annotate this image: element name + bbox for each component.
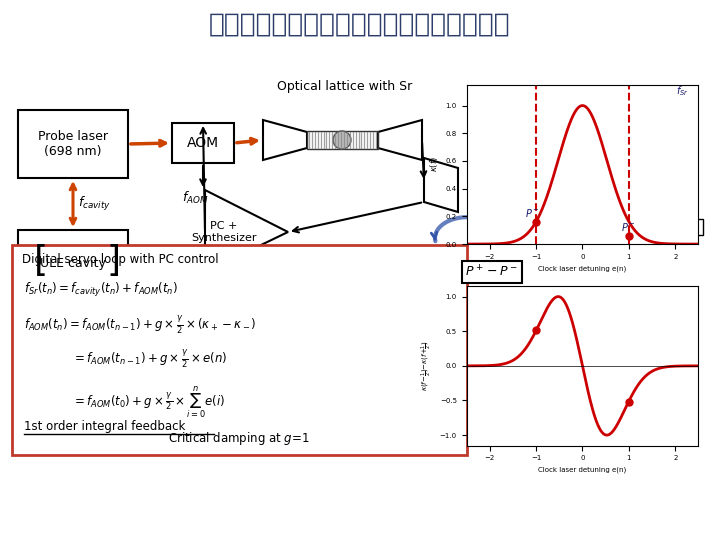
Polygon shape bbox=[378, 120, 422, 160]
FancyBboxPatch shape bbox=[172, 123, 234, 163]
Text: PC +
Synthesizer: PC + Synthesizer bbox=[192, 221, 257, 243]
Text: $P^-$: $P^-$ bbox=[621, 221, 636, 233]
Text: $f_{Sr}\left(t_n\right)= f_{cavity}\left(t_n\right)+ f_{AOM}\left(t_n\right)$: $f_{Sr}\left(t_n\right)= f_{cavity}\left… bbox=[24, 281, 178, 299]
X-axis label: Clock laser detuning e(n): Clock laser detuning e(n) bbox=[539, 265, 626, 272]
Polygon shape bbox=[424, 158, 458, 212]
Y-axis label: $\kappa(f)$: $\kappa(f)$ bbox=[428, 157, 440, 172]
Text: $P^-$: $P^-$ bbox=[524, 207, 539, 219]
X-axis label: Clock laser detuning e(n): Clock laser detuning e(n) bbox=[539, 467, 626, 473]
Text: Optical lattice with Sr: Optical lattice with Sr bbox=[277, 80, 413, 93]
Polygon shape bbox=[205, 190, 288, 272]
Text: Digital servo loop with PC control: Digital servo loop with PC control bbox=[22, 253, 219, 266]
Text: ULE cavity: ULE cavity bbox=[40, 258, 106, 271]
Text: 1st order integral feedback: 1st order integral feedback bbox=[24, 420, 185, 433]
Text: $f_{cavity}$: $f_{cavity}$ bbox=[78, 195, 111, 213]
Text: $P(f)$: $P(f)$ bbox=[472, 172, 504, 192]
Text: Critical damping at $g$=1: Critical damping at $g$=1 bbox=[168, 430, 310, 447]
Text: ]: ] bbox=[106, 244, 120, 278]
Text: AOM: AOM bbox=[187, 136, 219, 150]
Circle shape bbox=[333, 131, 351, 149]
Text: Error signal: Error signal bbox=[640, 222, 700, 232]
Text: [: [ bbox=[34, 244, 48, 278]
Y-axis label: $\kappa(f{-}\frac{1}{2}){-}\kappa(f{+}\frac{1}{2})$: $\kappa(f{-}\frac{1}{2}){-}\kappa(f{+}\f… bbox=[420, 340, 434, 392]
Polygon shape bbox=[263, 120, 307, 160]
Text: $f_{AOM}\left(t_n\right)= f_{AOM}\left(t_{n-1}\right)+ g\times\frac{\gamma}{2}\t: $f_{AOM}\left(t_n\right)= f_{AOM}\left(t… bbox=[24, 315, 256, 336]
FancyBboxPatch shape bbox=[18, 230, 128, 298]
Text: $f_{AOM}$: $f_{AOM}$ bbox=[182, 190, 209, 206]
Text: 時計遷移への時計レーザーの周波数安定化: 時計遷移への時計レーザーの周波数安定化 bbox=[210, 12, 510, 38]
Text: $= f_{AOM}\left(t_0\right)+ g\times\frac{\gamma}{2}\times\sum_{i=0}^{n} e(i)$: $= f_{AOM}\left(t_0\right)+ g\times\frac… bbox=[72, 384, 225, 420]
Text: $f_{Sr}$: $f_{Sr}$ bbox=[676, 84, 689, 98]
Text: Probe laser
(698 nm): Probe laser (698 nm) bbox=[38, 130, 108, 158]
FancyBboxPatch shape bbox=[18, 110, 128, 178]
Text: $= f_{AOM}\left(t_{n-1}\right)+ g\times\frac{\gamma}{2}\times e(n)$: $= f_{AOM}\left(t_{n-1}\right)+ g\times\… bbox=[72, 349, 227, 370]
Text: $P^+ - P^-$: $P^+ - P^-$ bbox=[465, 265, 518, 280]
FancyBboxPatch shape bbox=[12, 245, 467, 455]
